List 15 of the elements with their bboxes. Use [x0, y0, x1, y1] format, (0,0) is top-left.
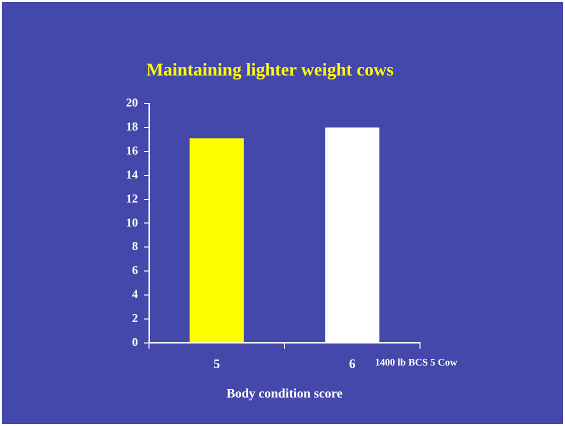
x-axis-title: Body condition score [226, 386, 343, 401]
y-tick-label: 8 [132, 239, 138, 254]
y-tick-label: 0 [132, 334, 138, 349]
y-tick-label: 4 [132, 287, 138, 302]
y-tick-label: 20 [126, 96, 138, 110]
y-tick-label: 16 [126, 144, 138, 158]
text: 1400 lb BCS 5 Cow [375, 357, 458, 368]
x-tick-label: 5 [214, 356, 220, 371]
y-tick-label: 18 [126, 120, 138, 134]
chart-title: Maintaining lighter weight cows [146, 59, 394, 80]
y-tick-label: 12 [126, 191, 138, 206]
y-tick-label: 6 [132, 263, 138, 278]
y-tick-label: 10 [126, 215, 138, 230]
y-tick-label: 14 [126, 167, 138, 182]
y-tick-label: 2 [132, 310, 138, 325]
